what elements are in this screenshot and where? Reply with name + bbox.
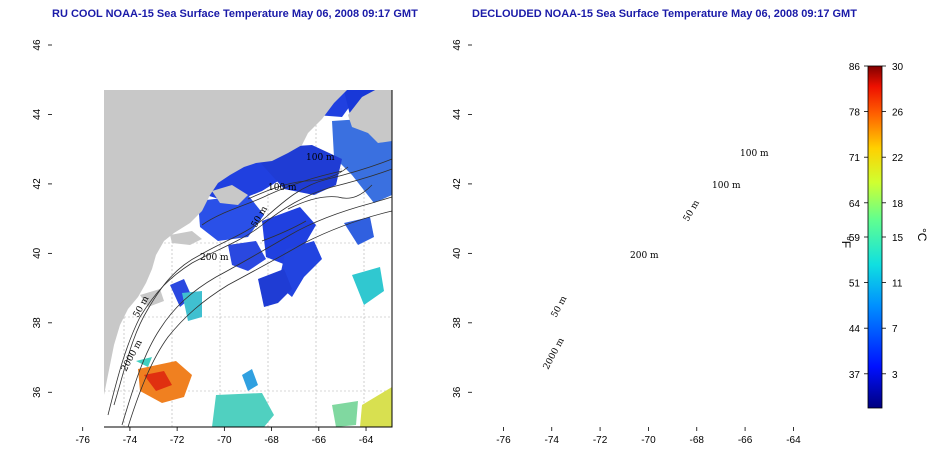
right-x-tick-label: -66 — [738, 435, 753, 446]
right-y-tick-label: 44 — [452, 108, 463, 120]
right-contour-label-100-north: 100 m — [740, 149, 769, 159]
left-x-axis: -76 -74 -72 -70 -68 -66 -64 — [75, 427, 374, 446]
left-map-title: RU COOL NOAA-15 Sea Surface Temperature … — [52, 8, 418, 20]
colorbar-c-tick-label: 15 — [892, 233, 904, 244]
right-map-title: DECLOUDED NOAA-15 Sea Surface Temperatur… — [472, 8, 857, 20]
right-x-tick-label: -64 — [786, 435, 801, 446]
right-y-tick-label: 38 — [452, 317, 463, 329]
left-x-tick-label: -72 — [170, 435, 185, 446]
colorbar: 86 30 78 26 71 22 64 18 59 15 51 11 44 7 37 3 °F °C — [839, 62, 929, 409]
right-y-axis: 36 38 40 42 44 46 — [452, 39, 472, 398]
left-contour-label-200: 200 m — [200, 253, 229, 263]
right-x-tick-label: -68 — [690, 435, 705, 446]
colorbar-c-tick-label: 3 — [892, 370, 898, 381]
right-x-tick-label: -74 — [545, 435, 560, 446]
left-x-tick-label: -66 — [312, 435, 327, 446]
left-x-tick-label: -64 — [359, 435, 374, 446]
left-y-axis: 36 38 40 42 44 46 — [32, 39, 52, 398]
colorbar-unit-fahrenheit: °F — [839, 236, 853, 248]
colorbar-f-tick-label: 71 — [849, 153, 861, 164]
left-x-tick-label: -74 — [123, 435, 138, 446]
right-y-tick-label: 42 — [452, 178, 463, 190]
colorbar-f-tick-label: 37 — [849, 370, 861, 381]
right-contour-label-200: 200 m — [630, 251, 659, 261]
right-x-axis: -76 -74 -72 -70 -68 -66 -64 — [496, 427, 801, 446]
right-contour-label-100-south: 100 m — [712, 181, 741, 191]
right-y-tick-label: 40 — [452, 247, 463, 259]
left-x-tick-label: -76 — [75, 435, 90, 446]
left-y-tick-label: 40 — [32, 247, 43, 259]
colorbar-f-tick-label: 51 — [849, 279, 861, 290]
colorbar-f-tick-label: 44 — [849, 324, 861, 335]
right-x-tick-label: -70 — [641, 435, 656, 446]
colorbar-c-tick-label: 11 — [892, 279, 903, 290]
left-y-tick-label: 42 — [32, 178, 43, 190]
left-map: 100 m 100 m 50 m 200 m 50 m 2000 m -76 -7… — [32, 39, 393, 446]
colorbar-f-tick-label: 86 — [849, 62, 861, 73]
left-y-tick-label: 46 — [32, 39, 43, 51]
right-y-tick-label: 46 — [452, 39, 463, 51]
left-contour-label-100-south: 100 m — [268, 183, 297, 193]
right-y-tick-label: 36 — [452, 386, 463, 398]
colorbar-f-tick-label: 59 — [849, 233, 861, 244]
left-contour-label-100-north: 100 m — [306, 153, 335, 163]
left-y-tick-label: 44 — [32, 108, 43, 120]
left-y-tick-label: 38 — [32, 317, 43, 329]
left-x-tick-label: -70 — [217, 435, 232, 446]
colorbar-c-tick-label: 22 — [892, 153, 904, 164]
colorbar-unit-celsius: °C — [915, 228, 929, 242]
colorbar-f-tick-label: 78 — [849, 108, 861, 119]
left-y-tick-label: 36 — [32, 386, 43, 398]
colorbar-c-tick-label: 26 — [892, 108, 904, 119]
left-x-tick-label: -68 — [264, 435, 279, 446]
colorbar-c-tick-label: 18 — [892, 199, 904, 210]
colorbar-f-tick-label: 64 — [849, 199, 861, 210]
right-map: 100 m 100 m 50 m 200 m 50 m 2000 m -76 -7… — [452, 39, 820, 446]
colorbar-c-tick-label: 7 — [892, 324, 898, 335]
right-x-tick-label: -76 — [496, 435, 511, 446]
colorbar-c-tick-label: 30 — [892, 62, 904, 73]
right-x-tick-label: -72 — [593, 435, 608, 446]
